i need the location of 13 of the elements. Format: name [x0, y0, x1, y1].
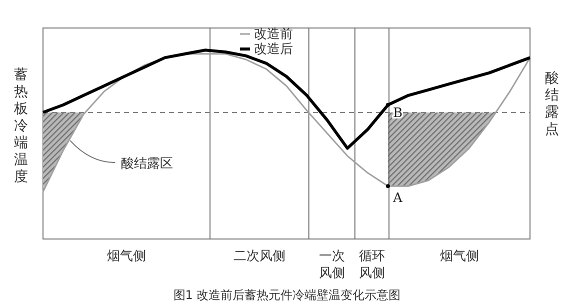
text: 烟气侧 — [107, 249, 146, 264]
y-axis-title: 蓄热板冷端温度 — [13, 67, 28, 185]
text: 二次风侧 — [233, 249, 286, 264]
legend-label: 改造后 — [254, 42, 293, 57]
text: 一次风侧 — [318, 249, 345, 281]
text: 烟气侧 — [440, 249, 479, 264]
caption: 图1 改造前后蓄热元件冷端壁温变化示意图 — [173, 288, 401, 302]
ref-line-label: 酸结露点 — [545, 70, 559, 138]
legend-label: 改造前 — [254, 27, 293, 42]
text: 循环风侧 — [358, 249, 385, 281]
annotation: A — [392, 191, 403, 206]
annotation: B — [392, 106, 403, 121]
annotation: 酸结露区 — [121, 156, 174, 172]
